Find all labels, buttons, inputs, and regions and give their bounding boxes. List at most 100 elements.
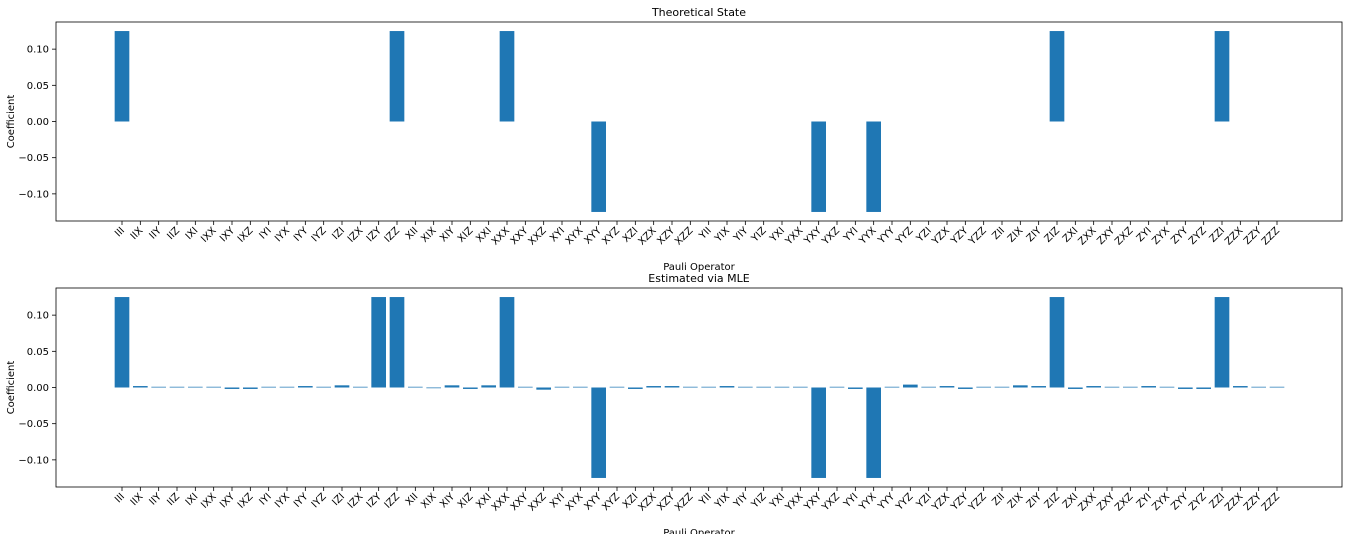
bar — [976, 386, 991, 388]
x-tick-label: ZII — [990, 225, 1007, 242]
x-tick-label: YXY — [802, 491, 825, 514]
bar — [646, 386, 661, 388]
y-tick-label: 0.10 — [27, 45, 49, 56]
x-tick-label: IYX — [273, 491, 292, 510]
bar — [1214, 31, 1230, 122]
x-tick-label: ZXZ — [1113, 225, 1135, 247]
x-tick-label: ZYX — [1150, 491, 1172, 513]
y-axis-label: Coefficient — [6, 95, 17, 149]
x-tick-label: XYX — [564, 225, 586, 247]
bar — [573, 386, 588, 388]
bar — [811, 387, 826, 478]
y-axis-label: Coefficient — [6, 361, 17, 415]
bar — [499, 31, 515, 122]
x-tick-label: IYI — [258, 491, 274, 507]
x-tick-label: YYI — [841, 491, 860, 510]
bar — [829, 386, 845, 388]
x-tick-label: YYZ — [893, 491, 915, 513]
x-tick-label: YZZ — [966, 491, 989, 514]
x-tick-label: IXY — [218, 491, 238, 511]
x-tick-label: IYZ — [310, 225, 329, 244]
x-tick-label: XZX — [636, 491, 658, 513]
x-tick-label: ZXY — [1095, 225, 1117, 247]
bar — [316, 386, 331, 388]
bar — [426, 387, 441, 389]
x-tick-label: YYX — [857, 225, 879, 247]
bar — [371, 297, 386, 388]
x-tick-label: XYZ — [600, 225, 622, 247]
x-tick-label: YZY — [948, 225, 971, 248]
x-tick-label: YYY — [876, 491, 898, 513]
x-tick-label: IYZ — [310, 491, 329, 510]
bar — [628, 387, 643, 389]
x-tick-label: XZZ — [673, 491, 695, 513]
bar — [408, 386, 423, 388]
x-tick-label: YIZ — [749, 491, 769, 511]
x-tick-label: ZIZ — [1043, 225, 1063, 245]
x-tick-label: XXY — [509, 491, 531, 513]
bar — [1104, 386, 1120, 388]
y-tick-label: 0.10 — [27, 311, 49, 322]
x-tick-label: YYY — [876, 225, 898, 247]
bar — [848, 387, 863, 389]
x-tick-label: YZX — [930, 491, 953, 514]
x-tick-label: YYX — [857, 491, 879, 513]
bar — [866, 387, 881, 478]
bar — [389, 31, 405, 122]
x-tick-label: ZII — [990, 491, 1007, 508]
bar — [481, 385, 496, 388]
bar — [1013, 385, 1028, 388]
x-tick-label: XIX — [419, 225, 439, 245]
x-tick-label: XIX — [419, 491, 439, 511]
x-tick-label: ZZY — [1242, 491, 1264, 513]
x-tick-label: YZY — [948, 491, 971, 514]
x-tick-label: YZZ — [966, 225, 989, 248]
bar — [1269, 386, 1285, 388]
bar — [206, 386, 221, 388]
x-tick-label: IXX — [199, 225, 219, 245]
bar — [1123, 386, 1138, 388]
x-tick-label: XYY — [583, 225, 605, 247]
x-tick-label: YZX — [930, 225, 953, 248]
y-tick-label: −0.05 — [18, 153, 49, 164]
x-tick-label: IXI — [184, 491, 201, 508]
bar — [994, 386, 1010, 388]
x-tick-label: ZZZ — [1260, 491, 1282, 513]
x-tick-label: XZX — [636, 225, 658, 247]
x-tick-label: ZXX — [1076, 225, 1098, 247]
bar — [738, 386, 753, 388]
x-tick-label: IIX — [129, 225, 146, 242]
bar — [1251, 386, 1266, 388]
x-tick-label: ZZY — [1242, 225, 1264, 247]
bar — [719, 386, 735, 388]
x-tick-label: XII — [404, 491, 421, 508]
bar — [1141, 386, 1156, 388]
x-tick-label: ZIY — [1025, 225, 1045, 245]
x-tick-label: IZX — [346, 225, 366, 245]
bar — [939, 386, 955, 388]
x-tick-label: XXZ — [526, 225, 548, 247]
x-tick-label: IZI — [330, 491, 347, 508]
bar — [188, 386, 203, 388]
x-tick-label: IXI — [184, 225, 201, 242]
x-tick-label: IZX — [346, 491, 366, 511]
bar — [279, 386, 295, 388]
bar — [591, 387, 606, 478]
x-tick-label: YIY — [731, 491, 751, 511]
x-tick-label: YZI — [914, 491, 934, 511]
bar — [1031, 386, 1046, 388]
bar — [1049, 31, 1065, 122]
x-tick-label: YII — [697, 225, 714, 242]
x-tick-label: YYI — [841, 225, 860, 244]
x-tick-label: YXY — [802, 225, 825, 248]
bar — [151, 386, 166, 388]
x-tick-label: YXI — [767, 491, 787, 511]
x-tick-label: IIZ — [165, 491, 182, 508]
x-tick-label: YXX — [783, 491, 806, 514]
bar — [903, 384, 918, 388]
x-tick-label: ZYI — [1135, 225, 1154, 244]
x-tick-label: ZIX — [1006, 225, 1026, 245]
bar — [866, 121, 881, 212]
subplot: Theoretical State −0.10 −0.05 0.00 0.05 0.10 I… — [6, 6, 1343, 273]
